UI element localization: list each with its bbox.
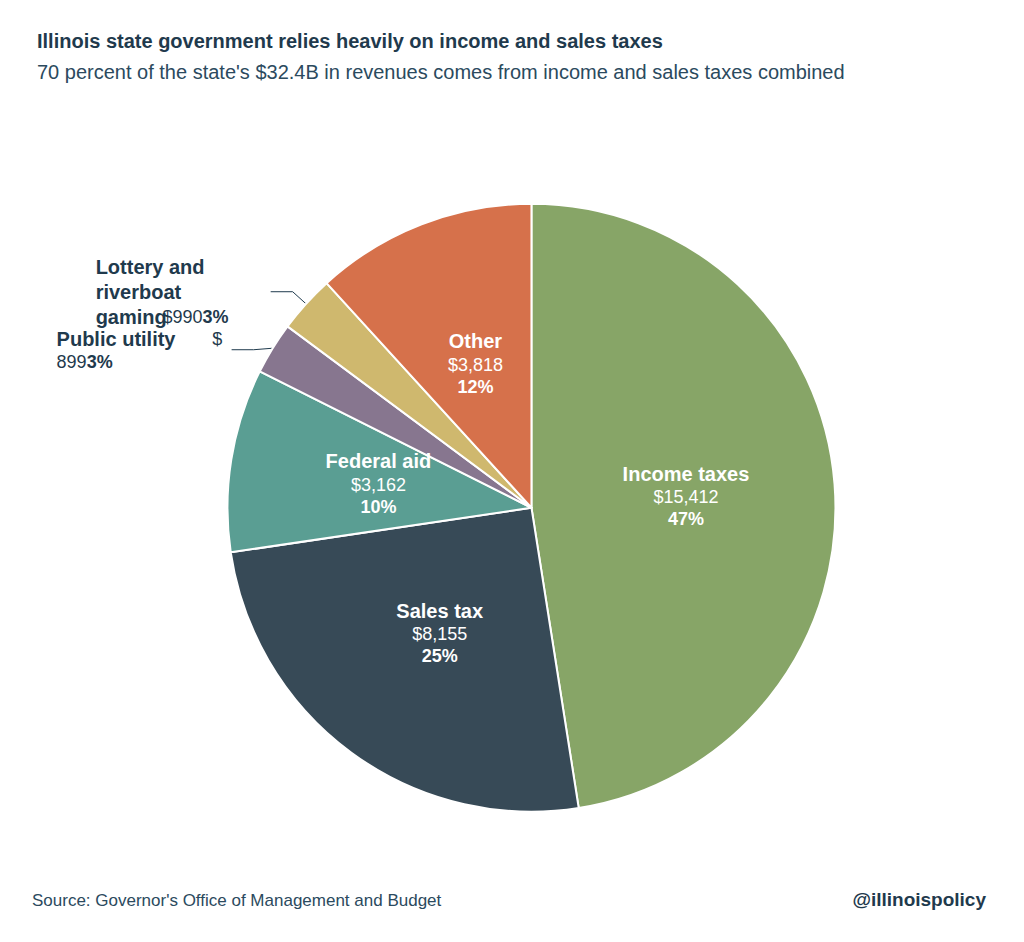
svg-text:Public utility: Public utility — [57, 328, 177, 350]
svg-text:Other: Other — [449, 330, 503, 352]
svg-text:$990: $990 — [162, 307, 202, 327]
svg-text:$3,162: $3,162 — [351, 475, 406, 495]
svg-text:70 percent of the state's $32.: 70 percent of the state's $32.4B in reve… — [37, 61, 845, 83]
svg-text:12%: 12% — [457, 377, 493, 397]
svg-text:Federal aid: Federal aid — [326, 450, 432, 472]
svg-text:3%: 3% — [87, 352, 113, 372]
svg-text:$8,155: $8,155 — [412, 624, 467, 644]
svg-text:Income taxes: Income taxes — [623, 463, 750, 485]
svg-text:$3,818: $3,818 — [448, 355, 503, 375]
svg-text:10%: 10% — [360, 497, 396, 517]
svg-text:$15,412: $15,412 — [653, 487, 718, 507]
svg-text:gaming: gaming — [96, 306, 167, 328]
svg-text:899: 899 — [57, 352, 87, 372]
svg-text:Illinois state government reli: Illinois state government relies heavily… — [37, 30, 663, 52]
svg-text:Sales tax: Sales tax — [396, 600, 483, 622]
svg-text:@illinoispolicy: @illinoispolicy — [852, 889, 986, 910]
svg-text:Lottery and: Lottery and — [96, 256, 210, 278]
svg-text:$: $ — [212, 329, 222, 349]
svg-text:25%: 25% — [422, 646, 458, 666]
svg-text:Source: Governor's Office of M: Source: Governor's Office of Management … — [32, 891, 442, 910]
svg-text:riverboat: riverboat — [96, 281, 187, 303]
svg-text:3%: 3% — [202, 307, 228, 327]
svg-text:47%: 47% — [668, 509, 704, 529]
